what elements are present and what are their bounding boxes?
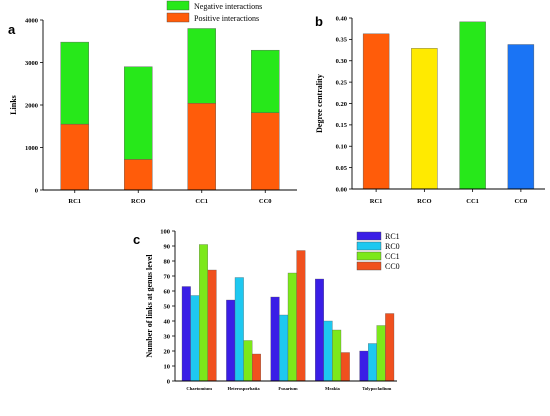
legend-swatch-c-1 (356, 241, 382, 251)
y-tick-label-c-1: 10 (164, 363, 171, 370)
y-tick-label-b-5: 0.25 (336, 79, 348, 86)
y-tick-label-a-1: 1000 (25, 145, 38, 152)
bar-c-1-1 (234, 277, 244, 382)
bar-c-0-1 (226, 299, 236, 382)
y-tick-label-c-2: 20 (164, 348, 171, 355)
x-tick-label-a-1: RCO (131, 198, 145, 205)
bar-c-2-0 (199, 244, 208, 382)
y-axis-title-c: Number of links at genus level (145, 254, 154, 358)
y-tick-label-b-0: 0.00 (336, 186, 347, 193)
bar-c-2-4 (376, 325, 386, 382)
bar-c-3-1 (252, 353, 261, 382)
legend-swatch-c-0 (356, 231, 382, 241)
chart-c: Chaetomium Heterosporbatia Fusarium Mrakia T… (145, 228, 400, 391)
bar-a-0-1 (124, 159, 153, 191)
bar-c-2-3 (332, 329, 342, 382)
legend-swatch-a-1 (166, 0, 190, 11)
bar-b-2 (459, 21, 486, 190)
y-tick-label-a-3: 3000 (25, 60, 38, 67)
x-tick-label-b-1: RCO (417, 198, 431, 205)
x-tick-label-c-3: Mrakia (325, 386, 341, 391)
y-tick-label-b-1: 0.05 (336, 165, 348, 172)
legend-label-c-2: CC1 (385, 252, 400, 261)
y-tick-label-b-2: 0.10 (336, 144, 347, 151)
bar-c-1-3 (323, 320, 333, 382)
y-tick-label-b-4: 0.20 (336, 101, 347, 108)
y-tick-label-b-7: 0.35 (336, 37, 348, 44)
bar-a-1-1 (124, 66, 153, 160)
x-tick-label-c-0: Chaetomium (186, 386, 212, 391)
x-tick-label-a-3: CC0 (259, 198, 272, 205)
panel-a-letter: a (8, 22, 16, 37)
bar-b-1 (411, 48, 438, 190)
y-tick-label-c-4: 40 (164, 318, 171, 325)
chart-b: RC1 RCO CC1 CC0 0.00 0.05 0.10 0.15 0.20 0.25 0.30… (315, 15, 545, 205)
x-tick-label-c-1: Heterosporbatia (228, 386, 261, 391)
y-axis-title-a: Links (9, 95, 18, 115)
y-tick-label-c-9: 90 (164, 243, 171, 250)
bar-c-1-0 (190, 295, 200, 382)
panel-b-letter: b (315, 14, 323, 29)
bar-b-3 (507, 44, 535, 190)
y-tick-label-c-7: 70 (164, 273, 171, 280)
legend-swatch-c-3 (356, 261, 382, 271)
bar-c-0-3 (315, 278, 324, 382)
y-tick-label-a-4: 4000 (25, 17, 38, 24)
y-tick-label-c-3: 30 (164, 333, 171, 340)
panel-c-letter: c (133, 232, 140, 247)
x-tick-label-c-2: Fusarium (278, 386, 297, 391)
bar-a-1-3 (251, 49, 280, 113)
bar-c-3-0 (207, 269, 217, 382)
bar-a-1-2 (187, 28, 216, 104)
bar-c-3-2 (296, 250, 306, 382)
x-tick-label-a-2: CC1 (195, 198, 208, 205)
y-tick-label-b-3: 0.15 (336, 122, 348, 129)
x-tick-label-b-3: CC0 (515, 198, 528, 205)
y-tick-label-a-2: 2000 (25, 102, 38, 109)
bar-a-0-2 (187, 103, 216, 191)
bar-c-2-2 (287, 272, 297, 382)
bar-c-3-3 (340, 352, 350, 382)
bar-c-3-4 (385, 313, 395, 382)
legend-swatch-a-0 (166, 12, 190, 23)
y-tick-label-b-6: 0.30 (336, 58, 347, 65)
legend-swatch-c-2 (356, 251, 382, 261)
bar-c-1-4 (368, 343, 377, 382)
x-tick-label-a-0: RC1 (68, 198, 81, 205)
x-tick-label-b-0: RC1 (370, 198, 383, 205)
y-tick-label-a-0: 0 (35, 187, 38, 194)
y-tick-label-c-5: 50 (164, 303, 171, 310)
bar-c-0-4 (359, 350, 369, 382)
x-tick-label-b-2: CC1 (466, 198, 479, 205)
bar-b-0 (362, 33, 390, 190)
legend-label-c-1: RC0 (385, 242, 400, 251)
legend-label-c-0: RC1 (385, 232, 400, 241)
y-tick-label-c-10: 100 (160, 228, 170, 235)
y-tick-label-c-6: 60 (164, 288, 171, 295)
bar-c-2-1 (243, 340, 253, 382)
bar-c-0-2 (270, 296, 280, 382)
legend-label-a-1: Negative interactions (194, 2, 262, 11)
bar-a-1-0 (60, 41, 89, 125)
bar-c-0-0 (181, 286, 191, 382)
bar-a-0-0 (60, 123, 89, 191)
x-tick-label-c-4: Tolypocladium (362, 386, 391, 391)
bar-a-0-3 (251, 112, 280, 191)
chart-a: RC1 RCO CC1 CC0 0 1000 2000 3000 4000 Links Negati… (9, 0, 297, 205)
legend-label-a-0: Positive interactions (194, 14, 259, 23)
legend-label-c-3: CC0 (385, 262, 400, 271)
y-tick-label-b-8: 0.40 (336, 15, 347, 22)
y-tick-label-c-8: 80 (164, 258, 171, 265)
y-tick-label-c-0: 0 (167, 378, 170, 385)
bar-c-1-2 (279, 314, 289, 382)
y-axis-title-b: Degree centrality (315, 74, 324, 133)
